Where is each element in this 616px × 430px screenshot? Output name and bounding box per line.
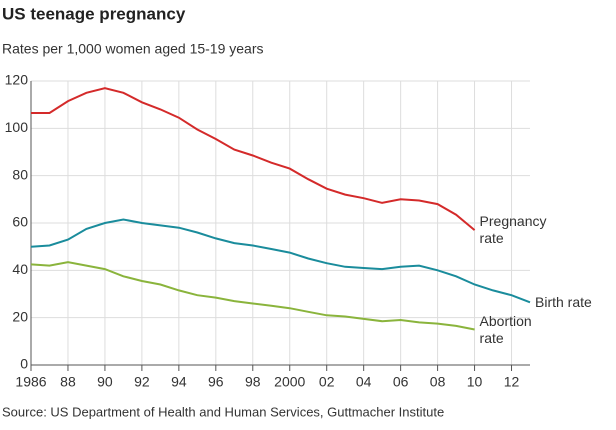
y-tick-label: 60: [12, 214, 28, 230]
series-label: Abortion rate: [479, 312, 532, 346]
x-tick-label: 06: [393, 374, 409, 390]
x-tick-label: 02: [319, 374, 335, 390]
source: Source: US Department of Health and Huma…: [2, 404, 444, 419]
y-tick-label: 40: [12, 261, 28, 277]
series-line: [31, 87, 476, 231]
x-tick-label: 10: [467, 374, 483, 390]
series-label: Pregnancy rate: [479, 213, 547, 247]
x-tick-label: 90: [97, 374, 113, 390]
series-label: Birth rate: [535, 294, 592, 311]
x-tick-label: 12: [504, 374, 520, 390]
x-tick-label: 1986: [15, 374, 46, 390]
x-tick-label: 88: [60, 374, 76, 390]
x-tick-label: 04: [356, 374, 372, 390]
chart-subtitle: Rates per 1,000 women aged 15-19 years: [2, 41, 264, 57]
x-tick-label: 2000: [274, 374, 305, 390]
y-tick-label: 120: [5, 72, 29, 88]
chart-title: US teenage pregnancy: [2, 4, 186, 23]
x-tick-label: 98: [245, 374, 261, 390]
x-tick-label: 08: [430, 374, 446, 390]
series-line: [30, 218, 531, 304]
x-tick-label: 94: [171, 374, 187, 390]
y-tick-label: 0: [20, 356, 28, 372]
y-tick-label: 100: [5, 119, 29, 135]
x-tick-label: 92: [134, 374, 150, 390]
series-line: [30, 261, 475, 331]
x-tick-label: 96: [208, 374, 224, 390]
y-tick-label: 20: [12, 308, 28, 324]
y-tick-label: 80: [12, 166, 28, 182]
